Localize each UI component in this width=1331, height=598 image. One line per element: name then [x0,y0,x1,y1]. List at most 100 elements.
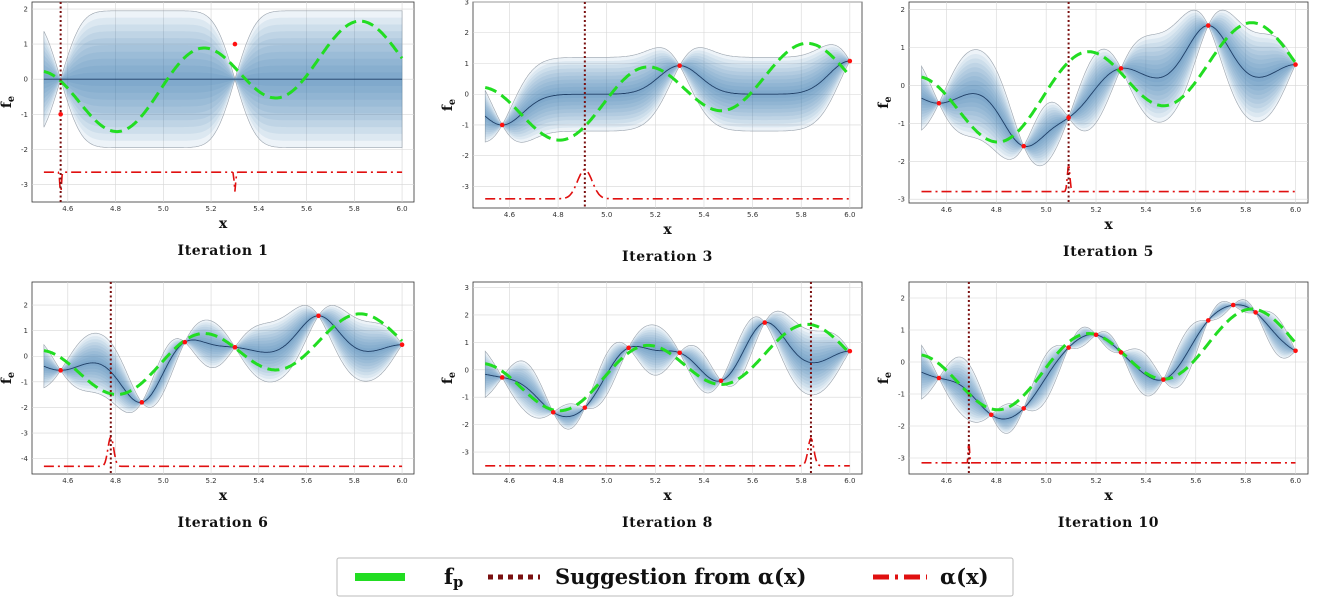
observation-point [399,342,405,348]
x-tick-label: 5.4 [253,477,265,485]
x-tick-label: 4.6 [941,206,953,214]
legend-frame [336,557,1014,597]
x-tick-label: 5.8 [796,477,807,485]
observation-point [1021,143,1027,149]
y-tick-label: -3 [21,430,28,438]
y-axis-label: fe [0,372,17,384]
true-function-fp [485,322,851,413]
uncertainty-band [43,310,403,409]
x-tick-label: 6.0 [396,477,407,485]
y-tick-label: -2 [462,152,469,160]
observation-point [677,63,682,68]
observation-point [550,409,556,415]
x-tick-label: 6.0 [396,205,407,213]
y-tick-label: 1 [901,327,905,335]
y-tick-label: 2 [465,311,469,319]
x-tick-label: 5.8 [796,211,807,219]
y-tick-label: 0 [24,353,28,361]
observation-point [1205,23,1211,28]
panel-title: Iteration 10 [1058,515,1159,531]
x-tick-label: 5.8 [349,205,360,213]
observation-point [847,58,853,64]
y-tick-label: -2 [898,158,905,166]
x-axis-label: x [1104,217,1113,233]
y-tick-label: 2 [901,6,905,14]
x-tick-label: 4.6 [941,477,953,485]
uncertainty-band [485,52,850,135]
legend-label-suggestion: Suggestion from α(x) [555,564,806,589]
y-tick-label: 0 [465,91,469,99]
posterior-mean [484,60,850,126]
y-tick-label: 1 [465,60,469,68]
y-axis-label: fe [0,96,17,108]
observation-point [1205,318,1211,323]
true-function-fp [43,312,404,396]
x-tick-label: 5.4 [1140,206,1152,214]
y-tick-label: -1 [462,121,469,129]
y-tick-label: 0 [465,366,469,374]
true-function-fp [43,19,404,134]
true-function-fp [921,307,1297,412]
legend: fp Suggestion from α(x) α(x) [336,557,1014,597]
x-tick-label: 5.2 [1090,477,1101,485]
x-tick-label: 5.2 [1090,206,1101,214]
x-tick-label: 4.8 [110,477,121,485]
panel-6: 4.6 4.8 5.0 5.2 5.4 5.6 5.8 6.0 -3 -2 -1 0 1 2 x fe Iter… [876,281,1309,531]
x-tick-label: 5.4 [1140,477,1152,485]
uncertainty-band [921,17,1296,159]
y-tick-label: -2 [462,421,469,429]
panel-1: 4.6 4.8 5.0 5.2 5.4 5.6 5.8 6.0 -3 -2 -1 0 1 2 x fe Iter… [0,1,415,259]
x-tick-label: 5.6 [747,477,759,485]
uncertainty-band [485,313,850,428]
uncertainty-band [485,49,850,137]
panel-title: Iteration 1 [178,243,269,259]
uncertainty-band [43,307,403,412]
observation-point [626,345,631,351]
x-tick-label: 5.6 [301,477,313,485]
observation-point [1161,377,1166,382]
uncertainty-band [921,300,1296,431]
x-tick-label: 5.0 [158,205,169,213]
y-tick-label: 2 [24,302,28,310]
observation-point [182,339,188,345]
panel-title: Iteration 6 [178,515,269,531]
panel-2: 4.6 4.8 5.0 5.2 5.4 5.6 5.8 6.0 -3 -2 -1 0 1 2 3 x fe Ite… [440,0,863,265]
observation-point [582,405,588,410]
y-tick-label: 2 [24,6,28,14]
observation-point [232,41,238,47]
y-tick-label: -2 [21,404,28,412]
observation-point [316,313,321,319]
x-tick-label: 5.0 [1041,477,1052,485]
x-tick-label: 5.4 [698,477,710,485]
panel-5: 4.6 4.8 5.0 5.2 5.4 5.6 5.8 6.0 -3 -2 -1 0 1 2 3 x fe Ite… [440,281,863,531]
x-tick-label: 5.6 [301,205,313,213]
x-tick-label: 5.8 [1240,206,1251,214]
x-tick-label: 5.4 [253,205,265,213]
panel-3: 4.6 4.8 5.0 5.2 5.4 5.6 5.8 6.0 -3 -2 -1 0 1 2 x fe Iter… [876,1,1309,260]
y-tick-label: 3 [465,284,469,292]
uncertainty-band [921,301,1296,429]
x-tick-label: 6.0 [844,477,855,485]
y-tick-label: -3 [462,449,469,457]
x-tick-label: 6.0 [1290,206,1301,214]
plot-area [472,1,863,209]
x-tick-label: 4.8 [553,211,564,219]
x-tick-label: 6.0 [844,211,855,219]
y-tick-label: 2 [901,295,905,303]
x-tick-label: 5.0 [1041,206,1052,214]
y-tick-label: 1 [24,41,28,49]
x-axis-label: x [663,222,672,238]
y-tick-label: -3 [21,181,28,189]
x-tick-label: 4.8 [553,477,564,485]
y-axis-label: fe [876,96,894,108]
uncertainty-band [921,300,1296,432]
panel-title: Iteration 8 [622,515,713,531]
uncertainty-band [921,15,1296,161]
x-tick-label: 4.6 [62,477,74,485]
uncertainty-band [485,60,850,126]
x-tick-label: 5.0 [158,477,169,485]
x-tick-label: 4.6 [504,477,516,485]
y-tick-label: -2 [898,423,905,431]
observation-point [499,375,505,380]
